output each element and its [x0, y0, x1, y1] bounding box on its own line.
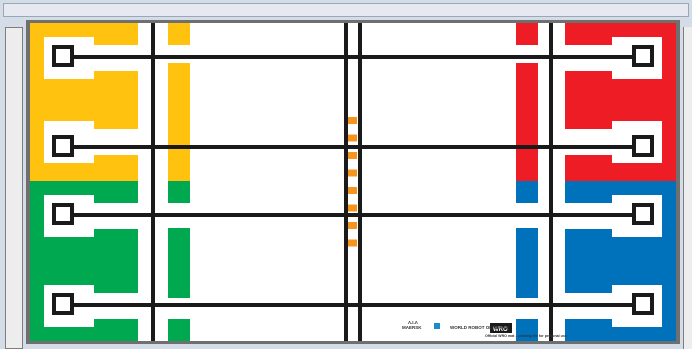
orange-marker [348, 222, 357, 229]
orange-marker [348, 169, 357, 177]
orange-markers [348, 117, 357, 247]
sponsor-logos: WRO WORLD ROBOT OLYMPIAD MAERSK Λ.Ι.Λ Of… [402, 320, 567, 338]
maersk-sub-text: Λ.Ι.Λ [408, 320, 418, 325]
orange-marker [348, 117, 357, 124]
orange-marker [348, 204, 357, 212]
right-scroll-panel[interactable] [683, 27, 692, 349]
orange-marker [348, 187, 357, 194]
orange-marker [348, 152, 357, 159]
maersk-star-icon [434, 323, 440, 329]
game-board[interactable]: WRO WORLD ROBOT OLYMPIAD MAERSK Λ.Ι.Λ Of… [30, 23, 676, 341]
title-bar [3, 3, 689, 17]
left-scroll-panel[interactable] [5, 27, 23, 349]
wro-logo-text: WRO [493, 327, 508, 333]
footer-text: Official WRO mat – printing file for per… [485, 334, 567, 338]
orange-marker [348, 239, 357, 247]
maersk-logo-text: MAERSK [402, 325, 422, 330]
wro-subtitle: WORLD ROBOT OLYMPIAD [450, 325, 510, 330]
start-squares[interactable] [52, 45, 654, 315]
wro-logo-block [490, 323, 512, 333]
orange-marker [348, 134, 357, 142]
track-lines [62, 23, 644, 341]
